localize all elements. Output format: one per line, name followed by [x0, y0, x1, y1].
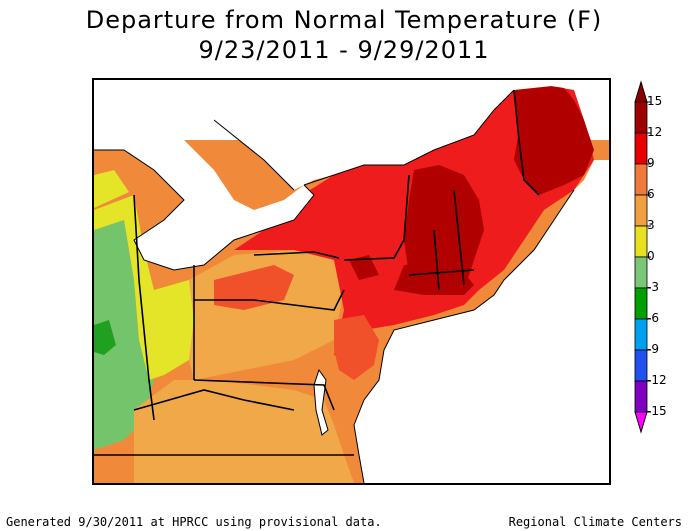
legend-swatch [634, 349, 648, 382]
legend-swatch [634, 194, 648, 227]
legend-swatch [634, 225, 648, 258]
legend-label: 12 [647, 125, 663, 139]
legend-bottom-arrow [634, 411, 648, 434]
legend-label: 15 [647, 94, 663, 108]
map-canvas [94, 80, 609, 483]
region-nj-orangered [334, 315, 379, 380]
region-maine-darkred [514, 85, 594, 195]
legend-bar [634, 80, 651, 434]
legend-label: -9 [647, 342, 659, 356]
temperature-departure-map [92, 78, 611, 485]
color-legend [630, 80, 688, 460]
legend-label: 9 [647, 156, 655, 170]
map-date-range: 9/23/2011 - 9/29/2011 [198, 36, 490, 64]
state-boundaries [94, 89, 540, 456]
footer-credit: Regional Climate Centers [508, 515, 682, 529]
legend-swatch [634, 380, 648, 413]
region-newengland-darkred [404, 165, 484, 290]
region-west-green [94, 220, 154, 450]
region-ne-corridor-darkred [394, 260, 474, 295]
legend-label: -12 [647, 373, 667, 387]
legend-swatch [634, 287, 648, 320]
legend-swatch [634, 163, 648, 196]
coastlines [94, 89, 575, 483]
legend-swatch [634, 256, 648, 289]
region-yellow-band [94, 195, 194, 380]
footer-generated-note: Generated 9/30/2011 at HPRCC using provi… [6, 515, 382, 529]
legend-swatch [634, 101, 648, 134]
legend-label: -3 [647, 280, 659, 294]
map-title: Departure from Normal Temperature (F) [85, 6, 603, 34]
legend-top-arrow [634, 80, 648, 103]
legend-label: 0 [647, 249, 655, 263]
atlantic-ocean [354, 160, 609, 483]
legend-label: 3 [647, 218, 655, 232]
legend-label: -6 [647, 311, 659, 325]
lake-ontario-erie [94, 120, 314, 270]
legend-label: -15 [647, 404, 667, 418]
region-south-lightorange [134, 380, 354, 483]
region-pa-orangered [214, 265, 294, 310]
region-west-darkgreen [94, 320, 116, 355]
region-yellow-upper [94, 170, 129, 208]
region-central-ny-darkred [349, 255, 379, 280]
legend-swatch [634, 318, 648, 351]
legend-swatch [634, 132, 648, 165]
legend-label: 6 [647, 187, 655, 201]
canada-north [94, 80, 609, 190]
